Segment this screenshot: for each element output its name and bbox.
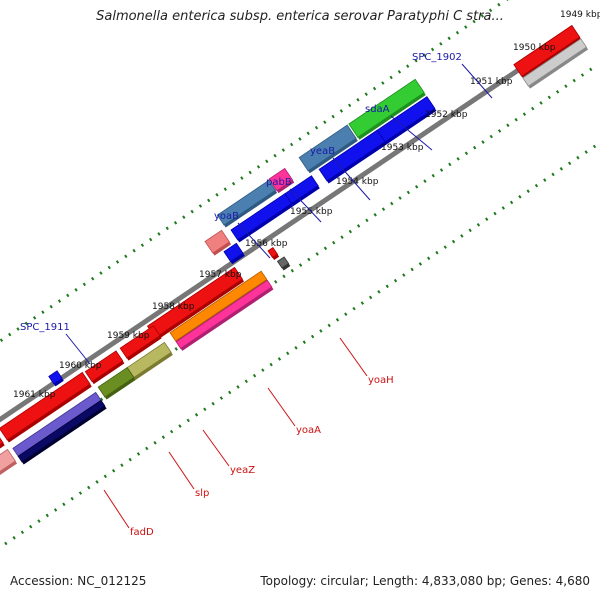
far-gene-2-shade [528,47,589,89]
yoaH-feature-shade [272,254,280,260]
kbp-tick-label: 1949 kbp [560,10,600,20]
gene-label-bottom: slp [195,488,209,499]
gene-label-top: yoaB [214,211,239,222]
map-title: Salmonella enterica subsp. enterica sero… [96,9,504,24]
gene-label-top: pabB [266,177,292,188]
gene-label-leader [237,222,271,259]
kbp-tick-label: 1956 kbp [245,239,288,249]
gene-label-top: sdaA [365,104,390,115]
slp-feature-shade [92,360,125,385]
kbp-tick-label: 1960 kbp [59,361,102,371]
gene-label-bottom: yoaA [296,425,321,436]
yoaB-feature-shade [212,241,232,256]
gene-label-leader [267,387,296,427]
gene-label-leader [103,489,130,529]
gene-label-bottom: yoaH [368,375,394,386]
fwd-gene-5-shade [230,253,245,265]
yoaB-feature[interactable] [204,229,230,254]
gene-label-leader [332,157,371,201]
rev-gene-5[interactable] [0,448,16,508]
gene-features[interactable] [0,24,589,511]
fadD2-feature-shade [22,406,107,465]
gene-label-top: SPC_1911 [20,322,70,333]
fwd-gene-2-shade [326,141,387,184]
gene-label-leader [65,333,91,365]
kbp-tick-label: 1953 kbp [381,143,424,153]
gene-label-leader [168,451,195,490]
yeaZ-feature-shade [133,352,173,380]
dotted-guide-line [0,63,599,470]
gene-label-leader [339,337,368,377]
accession-text: Accession: NC_012125 [10,574,147,588]
gene-label-leader [289,188,322,223]
kbp-tick-label: 1954 kbp [336,177,379,187]
sdaA-feature-shade [308,138,358,174]
kbp-tick-label: 1951 kbp [470,77,513,87]
topology-summary: Topology: circular; Length: 4,833,080 bp… [260,574,590,588]
gene-label-leader [390,115,433,151]
gene-label-bottom: yeaZ [230,465,255,476]
gene-label-bottom: fadD [130,527,154,538]
gene-label-leader [202,429,230,467]
fwd-gene-3-shade [291,185,320,207]
gene-labels: SPC_1902 sdaA yeaB pabB yoaB SPC_1911 yoaH yoaA… [20,52,493,538]
rev-gene-4-shade [0,442,5,449]
grey-feature-shade [281,263,291,271]
kbp-tick-label: 1952 kbp [425,110,468,120]
fwd-gene-4-shade [237,203,294,243]
kbp-tick-labels: 1949 kbp 1950 kbp 1951 kbp 1952 kbp 1953 kbp… [13,10,600,400]
rev-gene-1-shade [155,279,245,341]
pabB-feature-shade [224,190,278,228]
kbp-tick-label: 1959 kbp [107,331,150,341]
kbp-tick-label: 1961 kbp [13,390,56,400]
gene-label-top: SPC_1902 [412,52,462,63]
gene-label-top: yeaB [310,146,335,157]
rev-gene-2-shade [126,335,162,361]
yeaB-feature-shade [276,180,295,194]
spc1911-feature-shade [53,378,64,387]
rev-gene-3-shade [7,384,92,443]
kbp-tick-label: 1958 kbp [152,302,195,312]
gene-label-leader [461,63,493,99]
kbp-tick-label: 1957 kbp [199,270,242,280]
kbp-tick-label: 1950 kbp [513,43,556,53]
backbone-line [0,29,578,423]
slp2-feature-shade [104,377,136,400]
genome-backbone [0,29,578,423]
yoaA2-feature-shade [180,286,274,351]
rev-gene-5-shade [0,461,18,476]
